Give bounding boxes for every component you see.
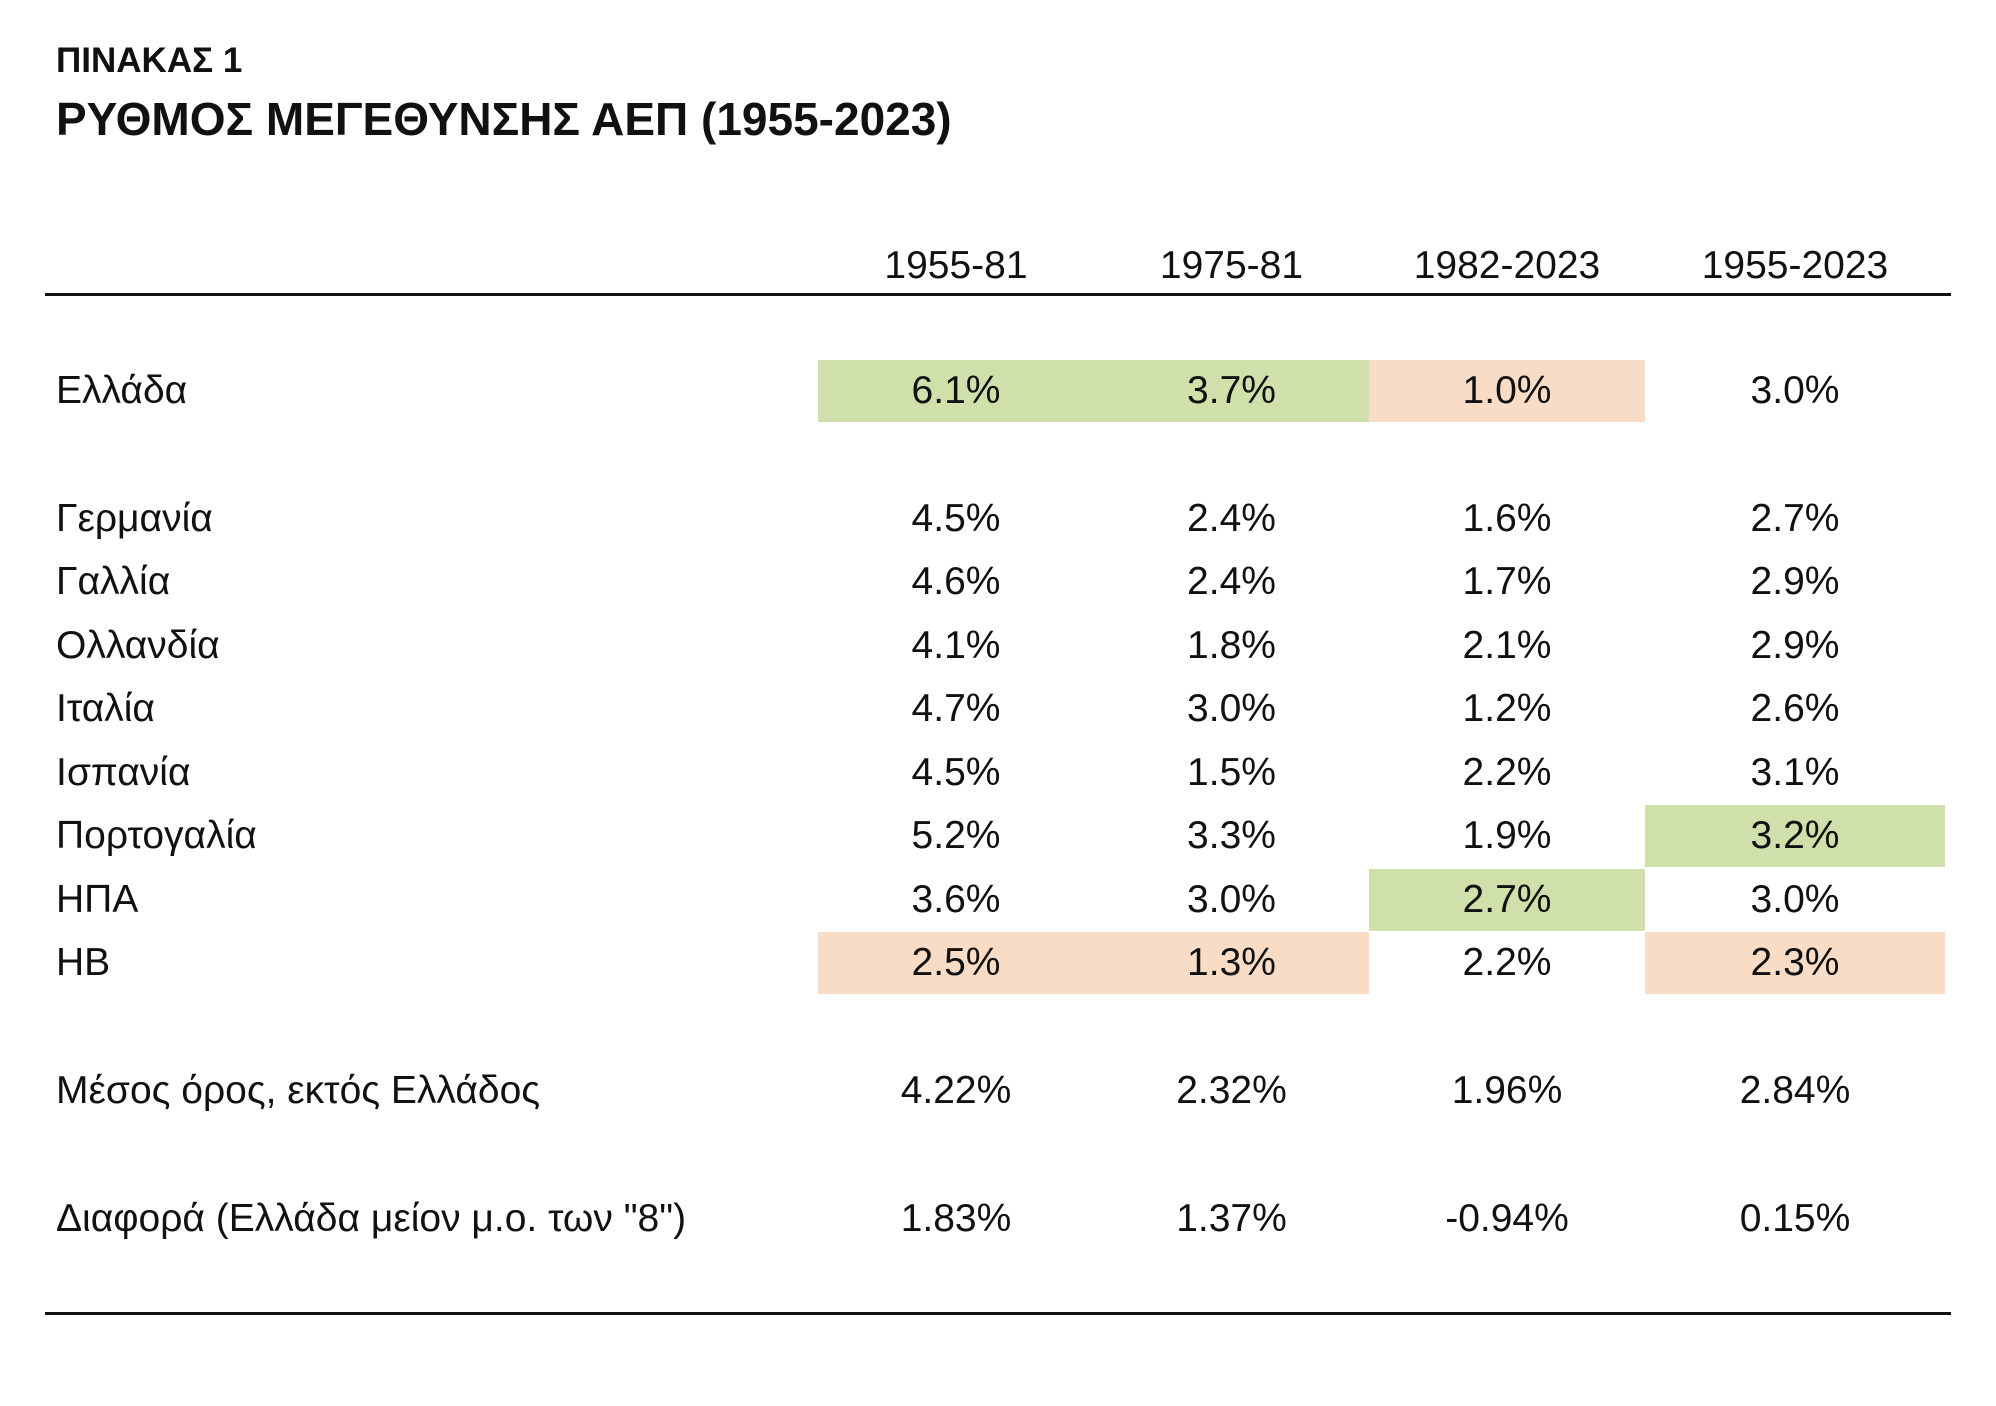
table-cell: 4.1% (911, 624, 1001, 667)
table-cell: 2.1% (1462, 624, 1552, 667)
table-cell: 2.84% (1739, 1069, 1851, 1112)
column-header-1982-2023: 1982-2023 (1413, 244, 1601, 287)
row-label: Διαφορά (Ελλάδα μείον μ.ο. των "8") (56, 1197, 687, 1240)
table-cell: 3.1% (1750, 751, 1840, 794)
table-cell: 2.4% (1187, 560, 1276, 603)
row-label: Γερμανία (56, 497, 213, 540)
table-cell: 4.5% (911, 751, 1001, 794)
table-cell: 2.3% (1645, 932, 1945, 994)
table-cell: 3.0% (1187, 687, 1276, 730)
table-cell: 0.15% (1739, 1197, 1851, 1240)
row-label: Ισπανία (56, 751, 191, 794)
table-cell: 3.0% (1187, 878, 1276, 921)
table-title-block: ΠΙΝΑΚΑΣ 1 ΡΥΘΜΟΣ ΜΕΓΕΘΥΝΣΗΣ ΑΕΠ (1955-20… (56, 36, 952, 152)
table-cell: 2.32% (1176, 1069, 1287, 1112)
table-cell: 1.5% (1187, 751, 1276, 794)
table-cell: 1.9% (1462, 814, 1552, 857)
table-cell: 2.6% (1750, 687, 1840, 730)
table-cell: 5.2% (911, 814, 1001, 857)
table-cell: -0.94% (1445, 1197, 1569, 1240)
column-header-1975-81: 1975-81 (1159, 244, 1304, 287)
table-cell: 4.22% (900, 1069, 1012, 1112)
table-cell: 6.1% (818, 360, 1094, 422)
table-cell: 1.37% (1176, 1197, 1287, 1240)
table-cell: 2.9% (1750, 624, 1840, 667)
table-cell: 4.7% (911, 687, 1001, 730)
table-cell: 4.6% (911, 560, 1001, 603)
table-label: ΠΙΝΑΚΑΣ 1 (56, 41, 243, 80)
header-rule (45, 293, 1951, 296)
row-label: Μέσος όρος, εκτός Ελλάδος (56, 1069, 541, 1112)
row-label: Γαλλία (56, 560, 171, 603)
row-label: ΗΒ (56, 941, 111, 984)
table-cell: 2.7% (1369, 869, 1645, 931)
table-cell: 1.83% (900, 1197, 1012, 1240)
column-header-1955-81: 1955-81 (884, 244, 1028, 287)
row-label: ΗΠΑ (56, 878, 139, 921)
row-label: Ελλάδα (56, 369, 188, 412)
table-cell: 2.4% (1187, 497, 1276, 540)
table-cell: 1.3% (1094, 932, 1369, 994)
table-cell: 2.2% (1462, 941, 1552, 984)
table-cell: 3.3% (1187, 814, 1276, 857)
table-cell: 2.9% (1750, 560, 1840, 603)
table-cell: 3.2% (1645, 805, 1945, 867)
table-cell: 3.7% (1094, 360, 1369, 422)
table-cell: 4.5% (911, 497, 1001, 540)
table-cell: 1.96% (1451, 1069, 1563, 1112)
table-cell: 3.0% (1750, 369, 1840, 412)
row-label: Ιταλία (56, 687, 155, 730)
table-cell: 2.7% (1750, 497, 1840, 540)
row-label: Ολλανδία (56, 624, 220, 667)
bottom-rule (45, 1312, 1951, 1315)
table-cell: 2.2% (1462, 751, 1552, 794)
row-label: Πορτογαλία (56, 814, 257, 857)
table-cell: 1.2% (1462, 687, 1552, 730)
table-cell: 3.0% (1750, 878, 1840, 921)
table-cell: 1.0% (1369, 360, 1645, 422)
table-cell: 1.7% (1462, 560, 1552, 603)
table-cell: 1.8% (1187, 624, 1276, 667)
column-header-row: 1955-81 1975-81 1982-2023 1955-2023 (0, 235, 1996, 295)
table-cell: 1.6% (1462, 497, 1552, 540)
table-title: ΡΥΘΜΟΣ ΜΕΓΕΘΥΝΣΗΣ ΑΕΠ (1955-2023) (56, 93, 952, 145)
column-header-1955-2023: 1955-2023 (1701, 244, 1889, 287)
table-cell: 2.5% (818, 932, 1094, 994)
table-cell: 3.6% (911, 878, 1001, 921)
